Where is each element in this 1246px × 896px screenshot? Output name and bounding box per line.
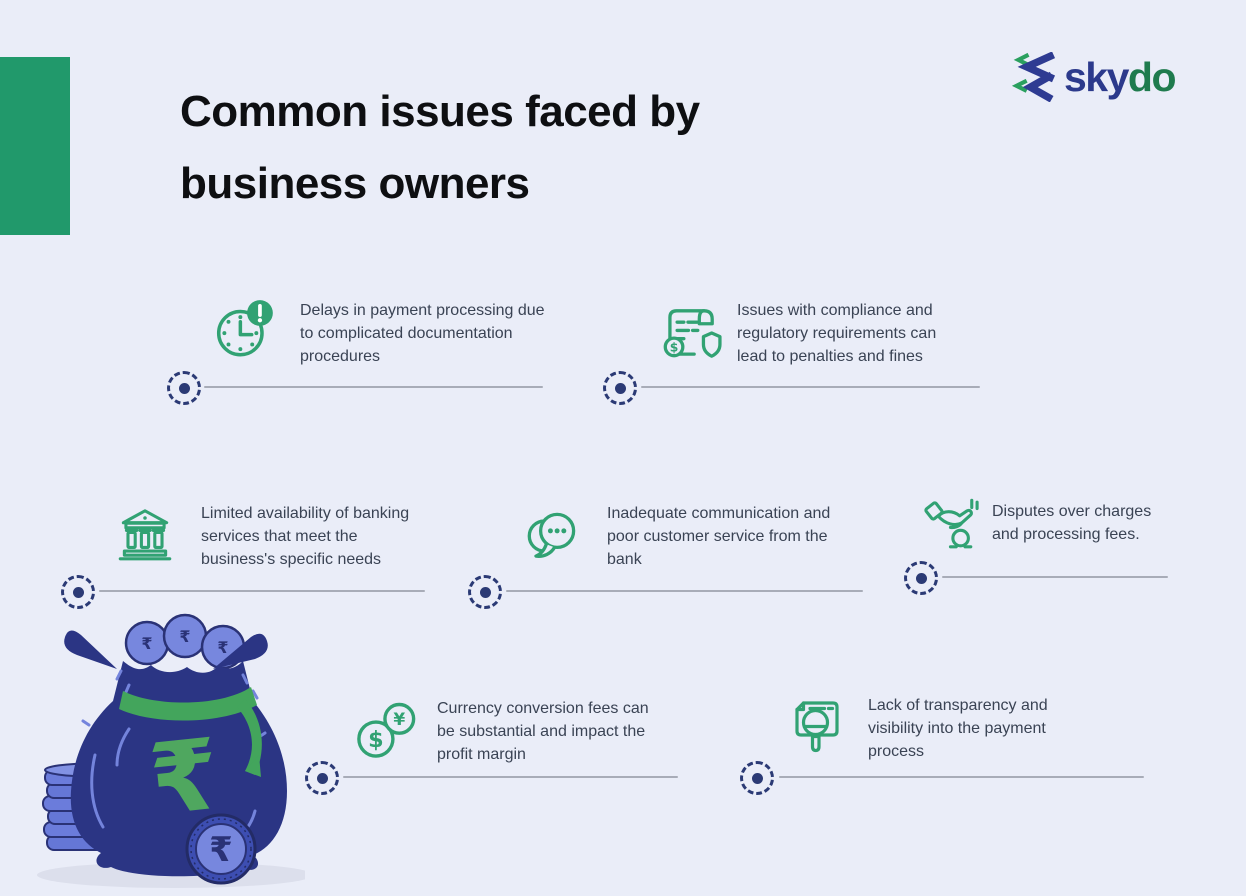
bullet-marker <box>167 371 201 405</box>
item-text: Disputes over charges and processing fee… <box>992 503 1152 543</box>
clock-alert-icon <box>216 298 275 357</box>
currency-coins-icon <box>357 702 416 758</box>
bullet-dot <box>72 586 84 598</box>
skydo-logo: skydo <box>1012 52 1177 102</box>
skydo-wordmark: skydo <box>1064 53 1177 101</box>
bullet-dot <box>316 772 328 784</box>
skydo-bolt-icon <box>1012 52 1056 102</box>
svg-text:₹: ₹ <box>217 638 228 657</box>
connector-line <box>99 590 425 592</box>
hand-coin-icon <box>923 498 979 549</box>
item-text: Inadequate communication and poor custom… <box>607 505 831 568</box>
bag-fold-left <box>64 630 117 669</box>
bag-fold-right <box>213 633 268 669</box>
svg-text:₹: ₹ <box>209 830 233 870</box>
item-text: Lack of transparency and visibility into… <box>868 697 1048 760</box>
compliance-document-icon <box>663 309 722 358</box>
bullet-marker <box>740 761 774 795</box>
money-bag-illustration: ₹ ₹ ₹ ₹ ₹ <box>37 613 305 888</box>
bullet-dot <box>178 382 190 394</box>
bullet-dot <box>479 586 491 598</box>
bank-icon <box>118 509 172 561</box>
item-text: Limited availability of banking services… <box>201 505 410 568</box>
chat-bubbles-icon <box>527 512 576 558</box>
connector-line <box>942 576 1168 578</box>
connector-line <box>506 590 863 592</box>
receipt-magnifier-icon <box>795 701 839 753</box>
skydo-wordmark-do: do <box>1127 54 1177 100</box>
bullet-dot <box>915 572 927 584</box>
bullet-dot <box>614 382 626 394</box>
top-coin-rupee-marks: ₹ ₹ ₹ <box>141 627 228 657</box>
bullet-marker <box>904 561 938 595</box>
item-text: Delays in payment processing due to comp… <box>300 302 545 365</box>
connector-line <box>641 386 980 388</box>
page-title-line1: Common issues faced by <box>180 87 700 136</box>
bullet-dot <box>751 772 763 784</box>
bullet-marker <box>603 371 637 405</box>
connector-line <box>779 776 1144 778</box>
bag-highlights <box>81 669 267 851</box>
bullet-marker <box>305 761 339 795</box>
bullet-marker <box>468 575 502 609</box>
accent-bar <box>0 57 70 235</box>
skydo-wordmark-sky: sky <box>1064 54 1129 100</box>
ribbon <box>119 687 262 777</box>
connector-line <box>204 386 543 388</box>
connector-line <box>343 776 678 778</box>
page-title: Common issues faced by business owners <box>180 76 820 220</box>
rupee-coin: ₹ <box>185 813 257 885</box>
svg-text:₹: ₹ <box>141 634 152 653</box>
svg-text:₹: ₹ <box>179 627 190 646</box>
page-title-line2: business owners <box>180 159 530 208</box>
item-text: Currency conversion fees can be substant… <box>437 700 649 763</box>
bullet-marker <box>61 575 95 609</box>
item-text: Issues with compliance and regulatory re… <box>737 302 937 365</box>
bag-top-coins <box>124 613 246 670</box>
